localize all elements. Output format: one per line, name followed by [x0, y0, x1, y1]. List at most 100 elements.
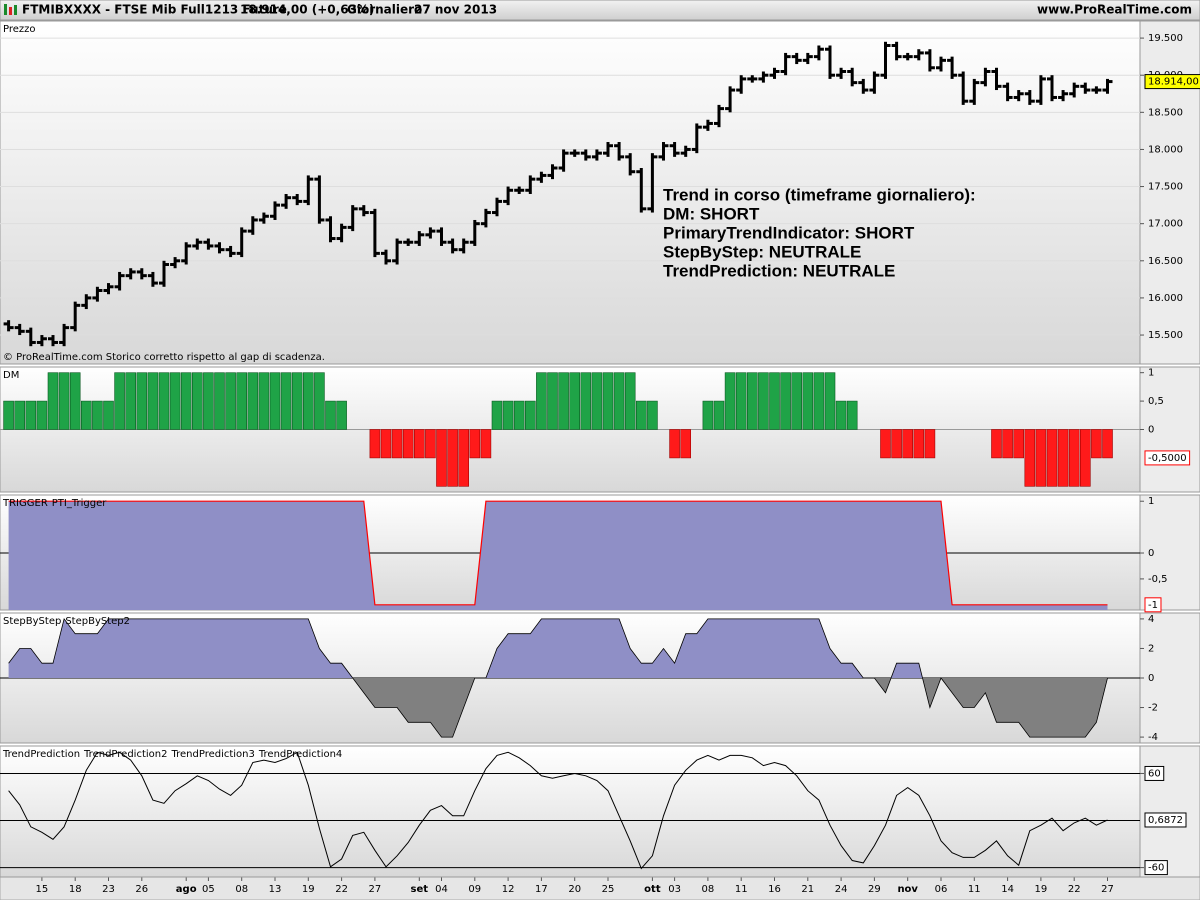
y-tick-label: 4 — [1148, 614, 1154, 625]
y-tick-label: 60 — [1148, 768, 1161, 779]
legend-entry: TrendPrediction — [2, 749, 80, 760]
x-tick-label: 11 — [968, 884, 981, 895]
y-tick-label: 19.500 — [1148, 33, 1183, 44]
dm-bar — [47, 372, 59, 430]
dm-bar — [902, 429, 914, 459]
y-tick-label: 17.500 — [1148, 182, 1183, 193]
panel-background — [0, 20, 1141, 365]
panel-background — [0, 745, 1141, 878]
x-tick-label: 26 — [135, 884, 148, 895]
dm-bar — [225, 372, 236, 430]
dm-bar — [425, 429, 436, 459]
last-value-box — [1144, 597, 1162, 613]
dm-bar — [1068, 429, 1080, 487]
x-tick-label: 17 — [535, 884, 548, 895]
x-tick-label: set — [411, 884, 429, 895]
dm-bar — [280, 372, 292, 430]
timeframe: Giornaliero — [347, 3, 422, 17]
annotation-line: Trend in corso (timeframe giornaliero): — [663, 185, 976, 204]
dm-bar — [880, 429, 891, 459]
dm-bar — [180, 372, 192, 430]
dm-bar — [1013, 429, 1025, 459]
dm-bar — [846, 400, 858, 430]
dm-bar — [92, 400, 103, 430]
dm-bar — [1091, 429, 1102, 459]
dm-bar — [258, 372, 270, 430]
dm-bar — [1002, 429, 1013, 459]
last-price: 18.914,00 (+0,63%) — [240, 3, 374, 17]
plot-area — [0, 372, 1140, 487]
dm-bar — [813, 372, 825, 430]
panel-plot — [0, 37, 1140, 347]
x-tick-label: ago — [176, 884, 197, 895]
panel-plot — [0, 500, 1140, 610]
dm-bar — [36, 400, 48, 430]
x-tick-label: 12 — [502, 884, 515, 895]
legend-entry: TrendPrediction2 — [83, 749, 167, 760]
annotation-line: TrendPrediction: NEUTRALE — [663, 261, 895, 280]
y-tick-label: 16.000 — [1148, 293, 1183, 304]
dm-bar — [558, 372, 569, 430]
dm-bar — [769, 372, 780, 430]
dm-bar — [436, 429, 447, 487]
x-tick-label: 27 — [369, 884, 382, 895]
dm-bar — [524, 400, 536, 430]
negative-area — [8, 678, 1108, 738]
y-tick-label: -60 — [1148, 863, 1164, 874]
dm-bar — [291, 372, 303, 430]
positive-area — [8, 618, 1108, 678]
last-value-box — [1144, 812, 1187, 828]
dm-bar — [735, 372, 747, 430]
y-tick-label: 18.500 — [1148, 107, 1183, 118]
dm-bar — [58, 372, 70, 430]
dm-bar — [269, 372, 281, 430]
x-tick-label: 06 — [935, 884, 948, 895]
dm-bar — [1035, 429, 1047, 487]
panel-plot — [0, 372, 1140, 487]
y-tick-label: 17.000 — [1148, 219, 1183, 230]
y-tick-label: 18.000 — [1148, 144, 1183, 155]
dm-bar — [802, 372, 814, 430]
tick-box — [1144, 765, 1165, 781]
last-value-box — [1144, 74, 1200, 90]
x-tick-label: 15 — [36, 884, 49, 895]
x-tick-label: 08 — [702, 884, 715, 895]
x-tick-label: 27 — [1101, 884, 1114, 895]
dm-bar — [580, 372, 592, 430]
last-value-label: -0,5000 — [1148, 453, 1187, 464]
x-tick-label: 19 — [302, 884, 315, 895]
dm-bar — [69, 372, 81, 430]
panel-plot — [0, 617, 1140, 738]
dm-bar — [203, 372, 214, 430]
dm-bar — [81, 400, 92, 430]
dm-bar — [158, 372, 170, 430]
dm-bar — [702, 400, 714, 430]
dm-bar — [1080, 429, 1091, 487]
dm-bar — [835, 400, 847, 430]
dm-bar — [369, 429, 381, 459]
dm-bar — [491, 400, 503, 430]
annotation-line: PrimaryTrendIndicator: SHORT — [663, 223, 915, 242]
dm-bar — [3, 400, 14, 430]
y-tick-label: 0 — [1148, 425, 1154, 436]
dm-bar — [758, 372, 769, 430]
prediction-line — [8, 751, 1108, 870]
tick-box — [1144, 860, 1168, 876]
dm-bar — [824, 372, 836, 430]
dm-bar — [635, 400, 647, 430]
x-tick-label: 23 — [102, 884, 115, 895]
y-tick-label: 15.500 — [1148, 330, 1183, 341]
x-tick-label: 13 — [269, 884, 282, 895]
annotation-line: DM: SHORT — [663, 204, 760, 223]
x-tick-label: nov — [897, 884, 918, 895]
legend-entry: DM — [3, 370, 19, 381]
legend-entry: TrendPrediction4 — [258, 749, 342, 760]
dm-bar — [924, 429, 936, 459]
dm-bar — [391, 429, 403, 459]
symbol: FTMIBXXXX - FTSE Mib Full1213 Future — [22, 3, 287, 17]
dm-bar — [547, 372, 558, 430]
dm-bar — [25, 400, 37, 430]
dm-bar — [1046, 429, 1058, 487]
y-tick-label: 0 — [1148, 673, 1154, 684]
